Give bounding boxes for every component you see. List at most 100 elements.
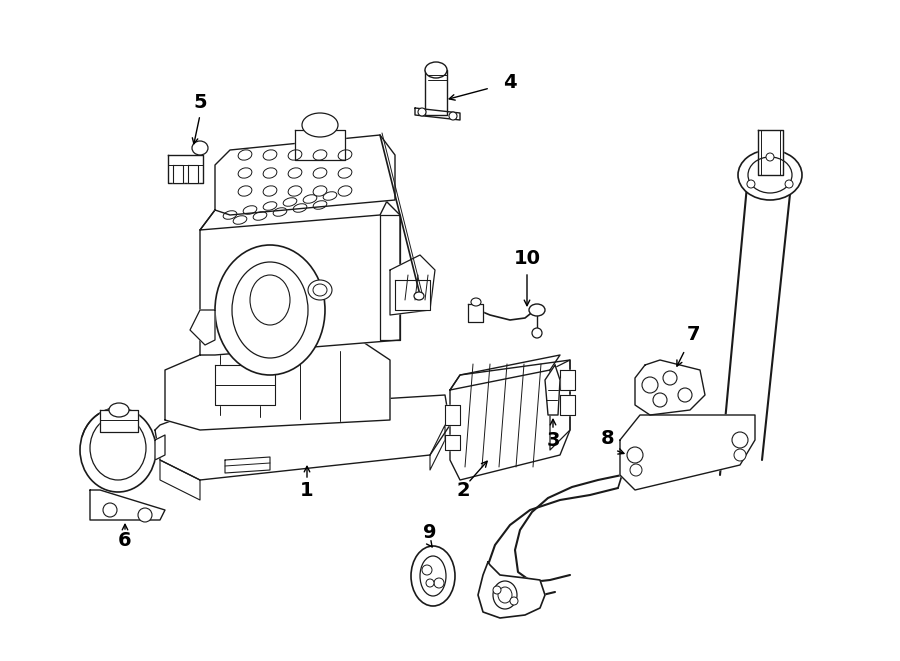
Text: 3: 3 (546, 430, 560, 449)
Text: 4: 4 (503, 73, 517, 91)
Ellipse shape (420, 556, 446, 596)
Ellipse shape (313, 284, 327, 296)
Ellipse shape (263, 150, 277, 160)
Ellipse shape (288, 168, 302, 178)
Ellipse shape (233, 215, 247, 224)
Ellipse shape (627, 447, 643, 463)
Ellipse shape (642, 377, 658, 393)
Ellipse shape (663, 371, 677, 385)
Polygon shape (155, 395, 450, 480)
Polygon shape (173, 165, 183, 183)
Polygon shape (468, 304, 483, 322)
Polygon shape (225, 457, 270, 473)
Polygon shape (380, 215, 400, 340)
Ellipse shape (288, 150, 302, 160)
Ellipse shape (313, 186, 327, 196)
Polygon shape (550, 360, 570, 450)
Ellipse shape (313, 150, 327, 160)
Ellipse shape (232, 262, 308, 358)
Polygon shape (155, 435, 165, 460)
Ellipse shape (411, 546, 455, 606)
Ellipse shape (493, 586, 501, 594)
Polygon shape (445, 405, 460, 425)
Polygon shape (100, 410, 138, 432)
Text: 2: 2 (456, 481, 470, 500)
Polygon shape (415, 108, 460, 120)
Ellipse shape (90, 416, 146, 480)
Ellipse shape (425, 62, 447, 78)
Polygon shape (295, 130, 345, 160)
Ellipse shape (313, 201, 327, 210)
Text: 6: 6 (118, 531, 131, 549)
Ellipse shape (414, 292, 424, 300)
Ellipse shape (434, 578, 444, 588)
Ellipse shape (238, 168, 252, 178)
Polygon shape (445, 435, 460, 450)
Ellipse shape (284, 198, 297, 206)
Polygon shape (425, 70, 447, 115)
Polygon shape (758, 130, 783, 175)
Ellipse shape (263, 186, 277, 196)
Ellipse shape (734, 449, 746, 461)
Ellipse shape (323, 192, 337, 200)
Ellipse shape (426, 579, 434, 587)
Ellipse shape (630, 464, 642, 476)
Polygon shape (215, 135, 395, 215)
Ellipse shape (223, 211, 237, 219)
Ellipse shape (215, 245, 325, 375)
Ellipse shape (109, 403, 129, 417)
Polygon shape (200, 195, 400, 355)
Polygon shape (190, 310, 215, 345)
Ellipse shape (253, 212, 266, 220)
Ellipse shape (303, 195, 317, 204)
Polygon shape (395, 280, 430, 310)
Ellipse shape (498, 587, 512, 603)
Polygon shape (635, 360, 705, 415)
Polygon shape (560, 370, 575, 390)
Ellipse shape (418, 108, 426, 116)
Polygon shape (450, 360, 570, 480)
Ellipse shape (766, 153, 774, 161)
Ellipse shape (748, 157, 792, 193)
Text: 8: 8 (601, 428, 615, 447)
Ellipse shape (532, 328, 542, 338)
Ellipse shape (138, 508, 152, 522)
Ellipse shape (338, 168, 352, 178)
Polygon shape (90, 490, 165, 520)
Ellipse shape (313, 168, 327, 178)
Polygon shape (620, 415, 755, 490)
Ellipse shape (288, 186, 302, 196)
Ellipse shape (785, 180, 793, 188)
Ellipse shape (747, 180, 755, 188)
Polygon shape (450, 355, 560, 390)
Ellipse shape (238, 150, 252, 160)
Text: 5: 5 (194, 93, 207, 112)
Text: 7: 7 (686, 325, 700, 344)
Ellipse shape (738, 150, 802, 200)
Ellipse shape (103, 503, 117, 517)
Polygon shape (188, 165, 198, 183)
Text: 9: 9 (423, 522, 436, 541)
Polygon shape (215, 365, 275, 405)
Ellipse shape (274, 208, 287, 216)
Text: 1: 1 (301, 481, 314, 500)
Ellipse shape (338, 186, 352, 196)
Polygon shape (390, 255, 435, 315)
Ellipse shape (471, 298, 481, 306)
Ellipse shape (529, 304, 545, 316)
Ellipse shape (510, 597, 518, 605)
Polygon shape (200, 195, 390, 230)
Ellipse shape (243, 206, 256, 214)
Ellipse shape (678, 388, 692, 402)
Polygon shape (545, 365, 560, 415)
Polygon shape (165, 340, 390, 430)
Text: 10: 10 (514, 249, 541, 268)
Polygon shape (430, 425, 445, 470)
Ellipse shape (653, 393, 667, 407)
Ellipse shape (308, 280, 332, 300)
Ellipse shape (263, 202, 277, 210)
Ellipse shape (263, 168, 277, 178)
Ellipse shape (732, 432, 748, 448)
Ellipse shape (238, 186, 252, 196)
Polygon shape (160, 460, 200, 500)
